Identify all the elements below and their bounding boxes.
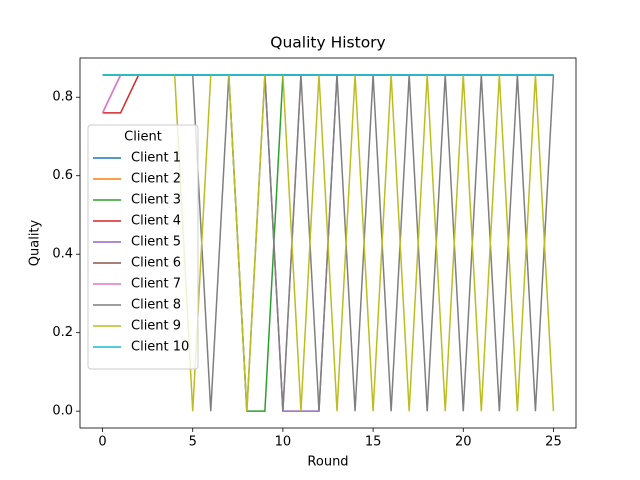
x-tick-label: 15 — [365, 435, 382, 450]
legend-label: Client 8 — [131, 298, 181, 313]
x-tick-label: 5 — [189, 435, 197, 450]
legend-box — [87, 124, 199, 370]
legend-label: Client 6 — [131, 256, 181, 271]
y-tick-label: 0.4 — [52, 247, 73, 262]
x-tick-label: 10 — [275, 435, 292, 450]
legend-label: Client 2 — [131, 172, 181, 187]
plot-frame — [79, 57, 577, 429]
y-tick-label: 0.6 — [52, 168, 73, 183]
x-axis-label: Round — [307, 455, 348, 470]
y-axis-label: Quality — [28, 219, 43, 266]
legend-label: Client 9 — [131, 319, 181, 334]
y-tick-label: 0.0 — [52, 404, 73, 419]
legend-label: Client 4 — [131, 214, 181, 229]
x-tick-label: 0 — [98, 435, 106, 450]
legend-title: Client — [124, 130, 162, 145]
x-tick-label: 20 — [455, 435, 472, 450]
legend-label: Client 1 — [131, 151, 181, 166]
legend-label: Client 7 — [131, 277, 181, 292]
legend-label: Client 3 — [131, 193, 181, 208]
legend-label: Client 10 — [131, 340, 189, 355]
legend-label: Client 5 — [131, 235, 181, 250]
y-tick-label: 0.8 — [52, 90, 73, 105]
chart-title: Quality History — [270, 34, 385, 52]
y-tick-label: 0.2 — [52, 325, 73, 340]
x-tick-label: 25 — [545, 435, 562, 450]
